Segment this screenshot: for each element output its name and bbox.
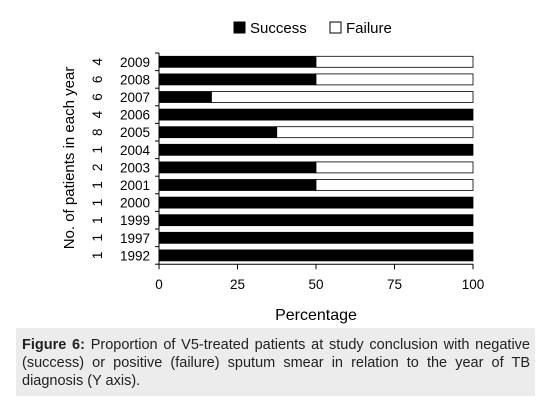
- patient-count-label: 1: [90, 252, 105, 260]
- bar-success-2000: [158, 196, 474, 209]
- bar-failure-2007: [211, 91, 474, 103]
- patient-count-label: 4: [90, 58, 105, 66]
- y-tick-label: 2005: [120, 125, 150, 140]
- bar-success-2004: [158, 143, 474, 156]
- patient-count-label: 2: [90, 164, 105, 172]
- legend-swatch-success: [233, 21, 246, 34]
- bar-failure-2008: [315, 73, 474, 86]
- y-tick-label: 1992: [120, 248, 150, 263]
- bar-success-2007: [158, 91, 212, 103]
- y-tick-label: 2007: [120, 90, 150, 105]
- patient-count-label: 1: [90, 181, 105, 189]
- x-tick-label: 25: [230, 277, 245, 292]
- bar-failure-2009: [315, 55, 474, 68]
- y-tick-label: 1997: [120, 231, 150, 246]
- bar-success-2005: [158, 126, 278, 139]
- patient-count-label: 8: [90, 128, 105, 136]
- y-tick-label: 2009: [120, 55, 150, 70]
- caption-label: Figure 6:: [22, 337, 85, 353]
- bar-failure-2005: [276, 126, 474, 139]
- bar-success-2001: [158, 179, 317, 191]
- bar-success-1992: [158, 249, 474, 262]
- caption-text: Proportion of V5-treated patients at stu…: [22, 337, 530, 389]
- patient-count-label: 6: [90, 76, 105, 84]
- y-axis-label: No. of patients in each year: [61, 67, 78, 250]
- x-tick-label: 100: [462, 277, 485, 292]
- x-tick-label: 50: [308, 277, 323, 292]
- bar-success-1997: [158, 231, 474, 244]
- bar-success-2009: [158, 55, 317, 68]
- legend: Success Failure: [233, 20, 392, 37]
- y-tick-label: 2008: [120, 72, 150, 87]
- patient-count-label: 1: [90, 199, 105, 207]
- bar-success-2003: [158, 161, 317, 174]
- axes: 2009 4 2008 6 2007 6 2006 4 2005 8 2004 1 2003 2 2001 1…: [90, 52, 485, 292]
- y-tick-label: 2003: [120, 160, 150, 175]
- x-axis-label: Percentage: [275, 307, 357, 324]
- patient-count-label: 1: [90, 146, 105, 154]
- figure-caption: Figure 6: Proportion of V5-treated patie…: [22, 336, 530, 390]
- patient-count-label: 6: [90, 93, 105, 101]
- x-tick-label: 75: [387, 277, 402, 292]
- y-tick-label: 2000: [120, 196, 150, 211]
- y-tick-label: 2006: [120, 108, 150, 123]
- bar-plot-area: [158, 55, 474, 262]
- legend-label-success: Success: [250, 20, 307, 37]
- bar-success-2006: [158, 108, 474, 121]
- y-tick-label: 2004: [120, 143, 151, 158]
- bar-success-2008: [158, 73, 317, 86]
- y-tick-label: 1999: [120, 213, 150, 228]
- x-tick-label: 0: [155, 277, 163, 292]
- bar-failure-2003: [315, 161, 474, 174]
- bar-failure-2001: [315, 179, 474, 191]
- bar-success-1999: [158, 214, 474, 227]
- caption-background: [16, 328, 535, 396]
- patient-count-label: 4: [90, 110, 105, 118]
- legend-swatch-failure: [329, 21, 342, 34]
- patient-count-label: 1: [90, 234, 105, 242]
- legend-label-failure: Failure: [346, 20, 392, 37]
- y-tick-label: 2001: [120, 178, 150, 193]
- patient-count-label: 1: [90, 216, 105, 224]
